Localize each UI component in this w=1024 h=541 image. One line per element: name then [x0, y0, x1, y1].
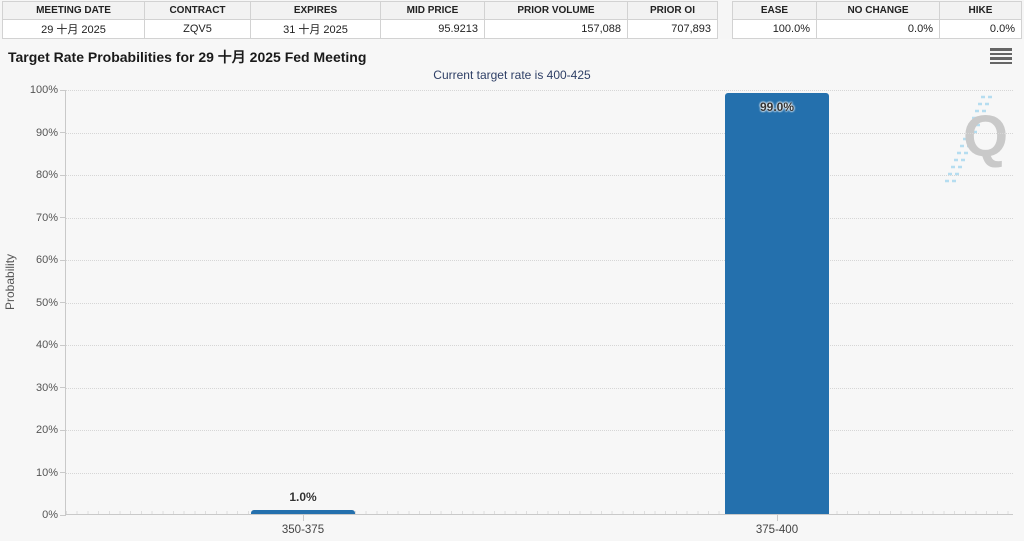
gridline	[66, 260, 1013, 261]
header-mid-price: MID PRICE	[380, 1, 485, 20]
x-axis-minor-ticks	[66, 511, 1013, 514]
x-axis-category-label: 350-375	[281, 524, 325, 536]
hamburger-menu-icon[interactable]	[990, 48, 1012, 64]
header-ease: EASE	[732, 1, 817, 20]
value-contract: ZQV5	[144, 19, 251, 39]
y-axis-tick	[60, 217, 66, 218]
probability-bar[interactable]	[251, 509, 355, 514]
rate-move-table: EASE NO CHANGE HIKE 100.0% 0.0% 0.0%	[732, 1, 1022, 39]
header-no-change: NO CHANGE	[816, 1, 940, 20]
contract-table-header-row: MEETING DATE CONTRACT EXPIRES MID PRICE …	[2, 1, 718, 20]
y-axis-tick-label: 90%	[35, 126, 58, 139]
value-hike: 0.0%	[939, 19, 1022, 39]
value-mid-price: 95.9213	[380, 19, 485, 39]
gridline	[66, 345, 1013, 346]
value-no-change: 0.0%	[816, 19, 940, 39]
value-expires: 31 十月 2025	[250, 19, 381, 39]
gridline	[66, 387, 1013, 389]
rate-move-table-value-row: 100.0% 0.0% 0.0%	[732, 19, 1022, 39]
y-axis-tick	[60, 344, 66, 346]
y-axis-tick-label: 80%	[35, 169, 58, 181]
gridline	[66, 90, 1013, 91]
x-axis-category-label: 375-400	[755, 524, 799, 536]
rate-move-table-header-row: EASE NO CHANGE HIKE	[732, 1, 1022, 20]
y-axis-tick-label: 0%	[42, 509, 58, 521]
header-hike: HIKE	[939, 1, 1022, 20]
chart-title: Target Rate Probabilities for 29 十月 2025…	[8, 49, 367, 65]
y-axis-tick	[60, 472, 66, 473]
y-axis-tick	[60, 132, 66, 133]
value-prior-oi: 707,893	[627, 19, 718, 39]
header-meeting-date: MEETING DATE	[2, 1, 145, 20]
y-axis-tick-label: 40%	[35, 339, 58, 351]
menu-bar	[990, 52, 1012, 55]
svg-text:Q: Q	[963, 104, 1008, 169]
probability-chart: Target Rate Probabilities for 29 十月 2025…	[0, 39, 1024, 540]
y-axis-tick	[60, 89, 66, 91]
y-axis-tick-label: 60%	[35, 254, 58, 266]
y-axis-tick-label: 10%	[35, 466, 58, 479]
menu-bar	[990, 57, 1012, 60]
value-prior-volume: 157,088	[484, 19, 628, 39]
gridline	[66, 472, 1013, 474]
bar-value-label: 99.0%	[759, 100, 795, 115]
y-axis-tick-label: 30%	[35, 381, 58, 394]
bar-value-label: 1.0%	[289, 489, 317, 504]
gridline	[66, 302, 1013, 304]
y-axis-tick-label: 50%	[35, 296, 58, 309]
y-axis-tick	[60, 259, 66, 261]
value-meeting-date: 29 十月 2025	[2, 19, 145, 39]
menu-bar	[990, 48, 1012, 51]
probability-bar[interactable]	[725, 93, 829, 514]
y-axis-tick	[60, 302, 66, 303]
plot-area: Q 0% 10% 20% 30% 40% 50% 60% 70% 80% 90% 100% 1.0% 3…	[30, 84, 1013, 536]
y-axis-tick	[60, 387, 66, 388]
y-axis-tick-label: 100%	[29, 84, 58, 96]
y-axis-tick-label: 70%	[35, 211, 58, 224]
gridline	[66, 217, 1013, 219]
y-axis-tick-label: 20%	[35, 424, 58, 436]
gridline	[66, 430, 1013, 431]
y-axis-tick	[60, 514, 66, 516]
value-ease: 100.0%	[732, 19, 817, 39]
summary-tables-row: MEETING DATE CONTRACT EXPIRES MID PRICE …	[0, 0, 1024, 39]
chart-subtitle: Current target rate is 400-425	[433, 68, 591, 82]
header-prior-volume: PRIOR VOLUME	[484, 1, 628, 20]
header-prior-oi: PRIOR OI	[627, 1, 718, 20]
header-contract: CONTRACT	[144, 1, 251, 20]
gridline	[66, 175, 1013, 176]
x-axis-tick	[777, 515, 778, 521]
header-expires: EXPIRES	[250, 1, 381, 20]
gridline	[66, 132, 1013, 134]
y-axis-tick	[60, 429, 66, 431]
y-axis-tick	[60, 174, 66, 176]
contract-table-value-row: 29 十月 2025 ZQV5 31 十月 2025 95.9213 157,0…	[2, 19, 718, 39]
contract-table: MEETING DATE CONTRACT EXPIRES MID PRICE …	[2, 1, 718, 39]
menu-bar	[990, 61, 1012, 64]
x-axis-tick	[303, 515, 304, 521]
